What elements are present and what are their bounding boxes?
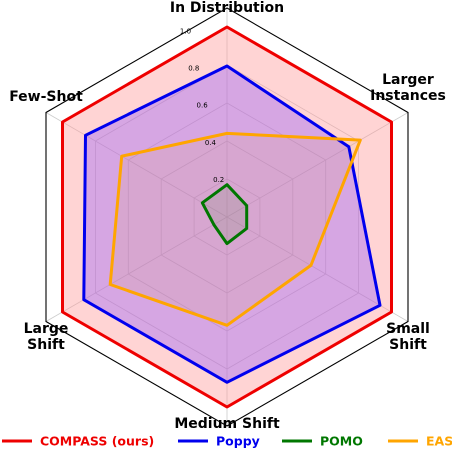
legend-label-1: COMPASS (ours): [40, 434, 154, 449]
r-tick-label: 0.6: [197, 102, 209, 110]
axis-label-3: Small Shift: [386, 321, 430, 353]
axis-label-1: In Distribution: [170, 0, 284, 16]
axis-label-2: Larger Instances: [370, 72, 446, 104]
axis-label-4: Medium Shift: [174, 416, 280, 432]
r-tick-label: 0.2: [213, 176, 224, 184]
r-tick-label: 0.4: [205, 139, 217, 147]
axis-label-6: Few-Shot: [9, 89, 83, 105]
series-layer: [63, 27, 392, 407]
legend-label-2: Poppy: [216, 434, 260, 449]
r-tick-label: 1.0: [180, 28, 191, 36]
legend: COMPASS (ours) Poppy POMO EAS: [2, 434, 452, 449]
r-tick-label: 0.8: [188, 65, 199, 73]
legend-label-4: EAS: [426, 434, 452, 449]
legend-label-3: POMO: [320, 434, 363, 449]
axis-label-5: Large Shift: [24, 321, 69, 353]
